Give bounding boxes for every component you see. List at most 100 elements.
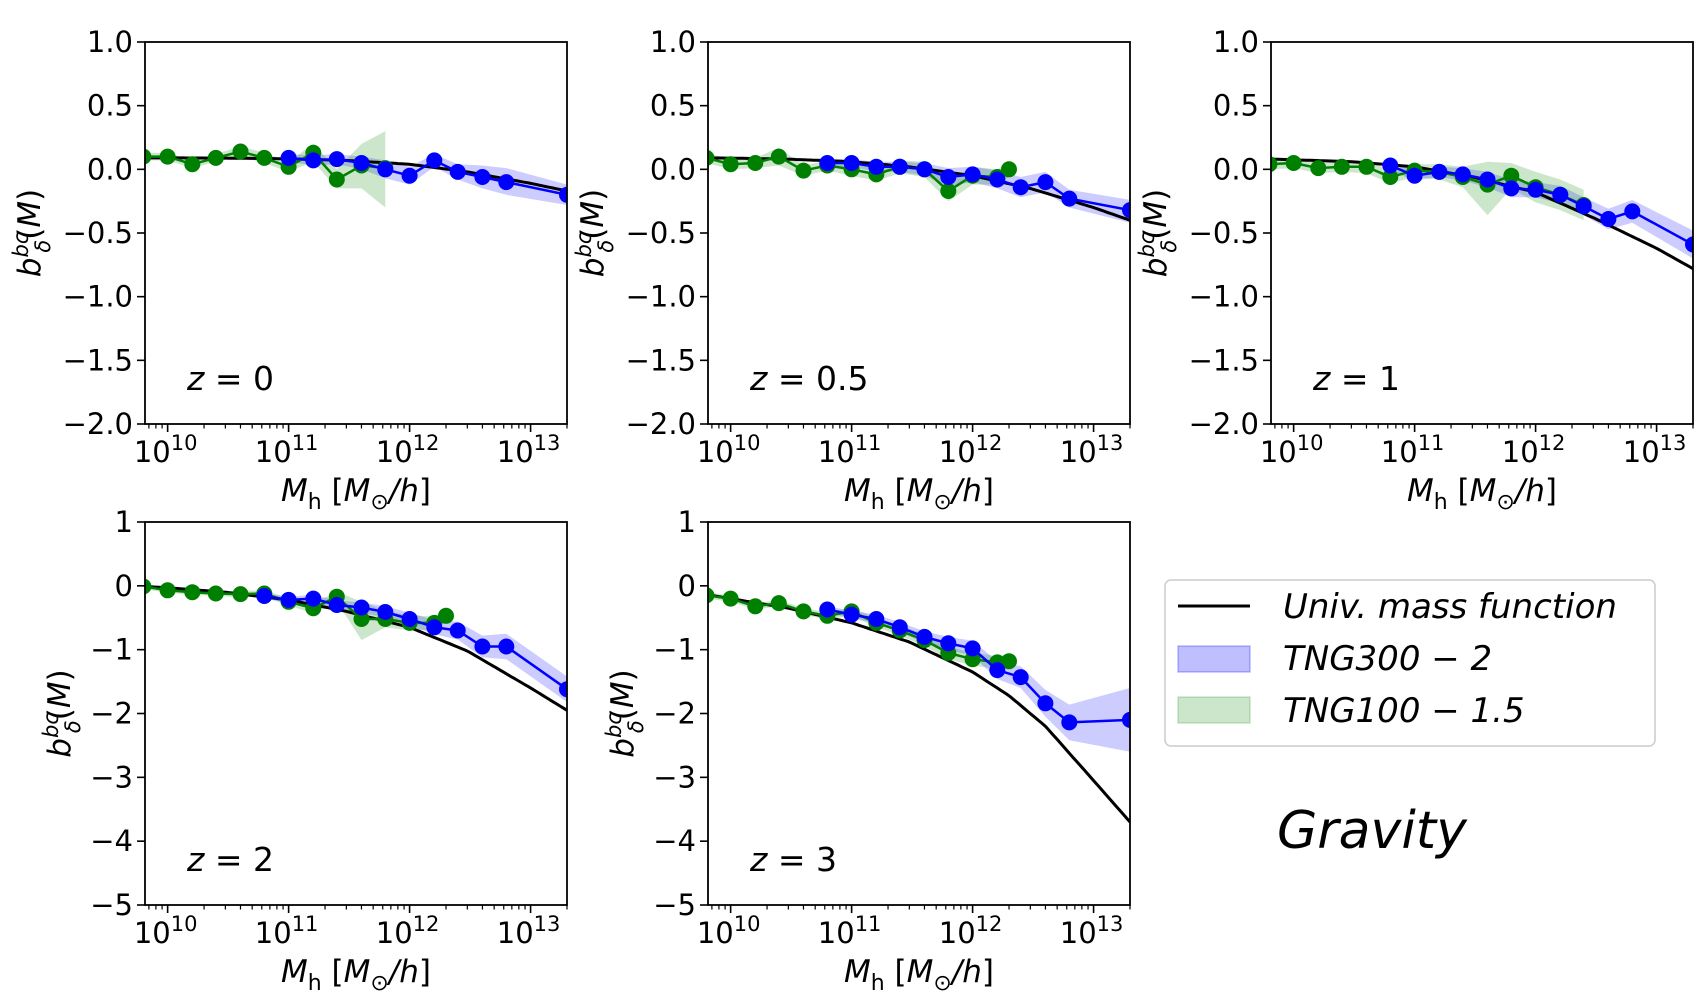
tng300-point [280,149,297,166]
y-tick-label: 0.5 [650,89,696,123]
tng300-point [1600,211,1617,227]
y-tick-label: −0.5 [1189,216,1259,250]
tng300-point [1454,166,1471,183]
tng300-point [819,601,836,618]
x-tick-label: 1010 [697,912,761,950]
y-tick-label: −2 [90,697,133,731]
tng100-point [438,607,454,624]
tng300-point [328,151,345,168]
tng300-point [989,171,1006,188]
tng100-point [708,587,715,604]
tng300-point [964,166,981,183]
x-tick-label: 1010 [134,431,198,469]
legend-frame [1164,579,1656,747]
tng300-point [1406,167,1423,184]
tng100-point [232,586,249,603]
tng300-point [916,628,933,645]
y-tick-label: 0.5 [1213,89,1259,123]
y-tick-label: 0 [115,569,133,603]
x-tick-label: 1013 [497,912,561,950]
legend-swatch-tng100 [1177,696,1251,724]
tng300-point [1037,695,1054,712]
tng100-point [353,611,370,627]
tng300-point [1527,181,1544,198]
x-tick-label: 1011 [818,431,882,469]
plot-area [145,578,567,712]
tng300-point [377,604,394,620]
x-tick-label: 1012 [376,912,440,950]
tng300-point [868,611,885,627]
tng100-point [1358,158,1375,175]
tng100-point [159,148,176,165]
y-tick-label: −1.0 [63,280,133,314]
y-tick-label: −2.0 [626,407,696,441]
tng100-point [1333,158,1350,175]
tng300-point [328,597,345,613]
y-tick-label: 0.0 [1213,152,1259,186]
tng300-point [426,619,443,636]
tng300-point [401,167,418,184]
y-tick-label: 0.0 [87,152,133,186]
y-tick-label: −1.0 [626,280,696,314]
tng100-point [1001,653,1017,670]
y-tick-label: −1 [90,633,133,667]
band-tng300 [827,606,1130,752]
x-tick-label: 1011 [1381,431,1445,469]
y-tick-label: 1.0 [650,25,696,59]
tng300-point [353,155,370,171]
tng300-point [1503,180,1520,197]
tng100-point [1271,156,1278,173]
x-tick-label: 1010 [1260,431,1324,469]
tng100-point [770,595,787,612]
y-tick-label: −5 [653,888,696,922]
tng300-point [1431,163,1448,180]
x-tick-label: 1010 [697,431,761,469]
tng100-point [1503,167,1520,184]
tng300-point [1552,186,1569,203]
x-tick-label: 1013 [1623,431,1687,469]
tng300-point [559,186,567,203]
tng100-point [795,162,812,179]
band-tng100 [145,131,386,208]
tng300-point [1012,669,1029,686]
y-axis-label: bbcδ(M) [602,669,648,757]
tng100-point [940,183,957,199]
y-tick-label: −1.5 [626,343,696,377]
tng300-point [1575,198,1592,215]
tng300-point [305,590,322,607]
y-tick-label: 1 [115,505,133,539]
tng100-point [1310,160,1327,177]
y-axis-label: bbcδ(M) [9,189,55,277]
plot-area [708,147,1130,223]
y-tick-label: −4 [90,824,133,858]
tng300-point [1122,202,1130,219]
band-tng100 [708,592,1009,669]
y-tick-label: −1.5 [1189,343,1259,377]
tng300-point [474,638,491,655]
y-tick-label: 0 [678,569,696,603]
y-tick-label: −2.0 [1189,407,1259,441]
y-axis-label: bbcδ(M) [39,669,85,757]
tng100-point [1382,169,1399,185]
x-tick-label: 1013 [1060,431,1124,469]
tng300-point [1624,203,1641,220]
y-tick-label: 0.0 [650,152,696,186]
tng300-point [498,174,515,191]
x-tick-label: 1010 [134,912,198,950]
tng100-point [232,143,249,160]
tng100-point [145,148,152,165]
tng100-point [795,603,812,620]
tng100-point [184,584,201,601]
tng300-point [940,169,957,185]
x-axis-label: Mh [M⊙/h] [844,473,994,515]
tng300-point [1061,190,1078,207]
tng100-point [207,585,224,602]
tng100-point [1285,155,1302,171]
x-tick-label: 1011 [255,912,319,950]
tng300-point [1685,236,1693,253]
tng300-point [449,163,466,180]
